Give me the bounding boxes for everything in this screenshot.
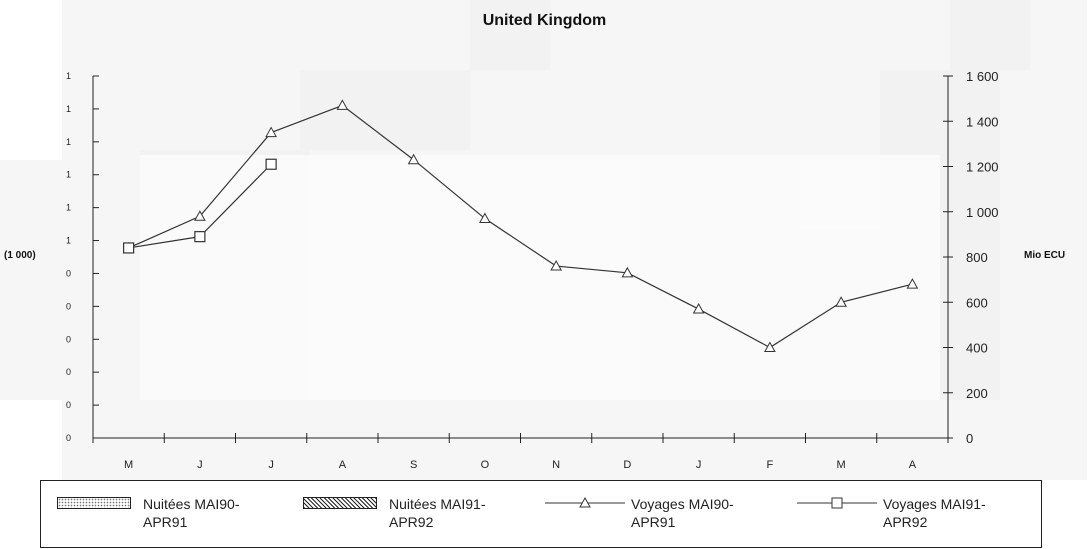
- triangle-marker: [692, 303, 705, 314]
- right-tick-label: 200: [966, 386, 988, 401]
- x-tick-label: N: [552, 459, 560, 471]
- right-tick-label: 1 200: [966, 160, 999, 175]
- triangle-marker: [906, 278, 919, 289]
- x-tick-label: O: [481, 459, 490, 471]
- dotted-bar-swatch: [57, 497, 131, 509]
- right-tick-label: 0: [966, 431, 973, 446]
- right-tick-label: 800: [966, 250, 988, 265]
- triangle-marker: [621, 266, 634, 278]
- right-axis-label: Mio ECU: [1024, 250, 1066, 261]
- legend: Nuitées MAI90-APR91 Nuitées MAI91-APR92 …: [40, 480, 1042, 548]
- square-marker: [194, 231, 206, 243]
- x-tick-label: A: [909, 459, 917, 471]
- left-axis-label: (1 000): [4, 250, 36, 261]
- right-tick-label: 600: [966, 295, 988, 310]
- background-block: [140, 155, 940, 400]
- triangle-marker: [265, 126, 277, 138]
- square-line-swatch: [797, 497, 877, 509]
- triangle-marker: [336, 99, 349, 110]
- x-tick-label: J: [197, 459, 203, 471]
- triangle-line-swatch: [545, 496, 625, 508]
- background-block: [300, 70, 470, 150]
- left-tick-label: 1: [66, 170, 71, 180]
- right-tick-label: 1 400: [966, 114, 999, 129]
- right-tick-label: 1 600: [966, 69, 999, 84]
- left-tick-label: 0: [66, 400, 71, 410]
- left-tick-label: 1: [66, 137, 71, 147]
- left-tick-label: 1: [66, 104, 71, 114]
- x-tick-label: J: [696, 459, 702, 471]
- x-tick-label: M: [124, 459, 133, 471]
- triangle-marker: [764, 341, 776, 352]
- square-marker: [123, 242, 135, 254]
- left-tick-label: 0: [66, 301, 71, 311]
- left-tick-label: 1: [66, 71, 71, 81]
- hatched-bar-swatch: [303, 497, 377, 509]
- square-marker: [265, 158, 277, 170]
- background-block: [950, 0, 1030, 70]
- legend-label: Voyages MAI90-APR91: [631, 496, 734, 530]
- left-tick-label: 0: [66, 268, 71, 278]
- triangle-marker: [194, 210, 206, 221]
- triangle-marker: [479, 212, 491, 224]
- triangle-marker: [550, 260, 562, 271]
- left-tick-label: 0: [66, 334, 71, 344]
- right-tick-label: 1 000: [966, 205, 999, 220]
- right-tick-label: 400: [966, 341, 988, 356]
- legend-label: Nuitées MAI91-APR92: [389, 496, 486, 530]
- left-tick-label: 0: [66, 433, 71, 443]
- left-tick-label: 1: [66, 236, 71, 246]
- triangle-marker: [835, 296, 847, 307]
- legend-label: Nuitées MAI90-APR91: [143, 496, 240, 530]
- left-tick-label: 0: [66, 367, 71, 377]
- x-tick-label: D: [623, 459, 631, 471]
- x-tick-label: S: [410, 459, 417, 471]
- triangle-marker: [407, 153, 420, 165]
- x-tick-label: F: [767, 459, 774, 471]
- series-line-2: [128, 104, 913, 349]
- chart-plot: 0 0 0 0 0 0 1 1 1 1 1 1 0 200 400 600 800 1 000 1 200 1 400…: [66, 69, 999, 471]
- legend-label: Voyages MAI91-APR92: [883, 496, 986, 530]
- x-tick-label: A: [339, 459, 347, 471]
- chart-title: United Kingdom: [482, 12, 607, 29]
- background-block: [0, 160, 62, 400]
- left-tick-label: 1: [66, 203, 71, 213]
- x-tick-label: J: [268, 459, 274, 471]
- x-tick-label: M: [837, 459, 846, 471]
- background-block: [470, 0, 550, 70]
